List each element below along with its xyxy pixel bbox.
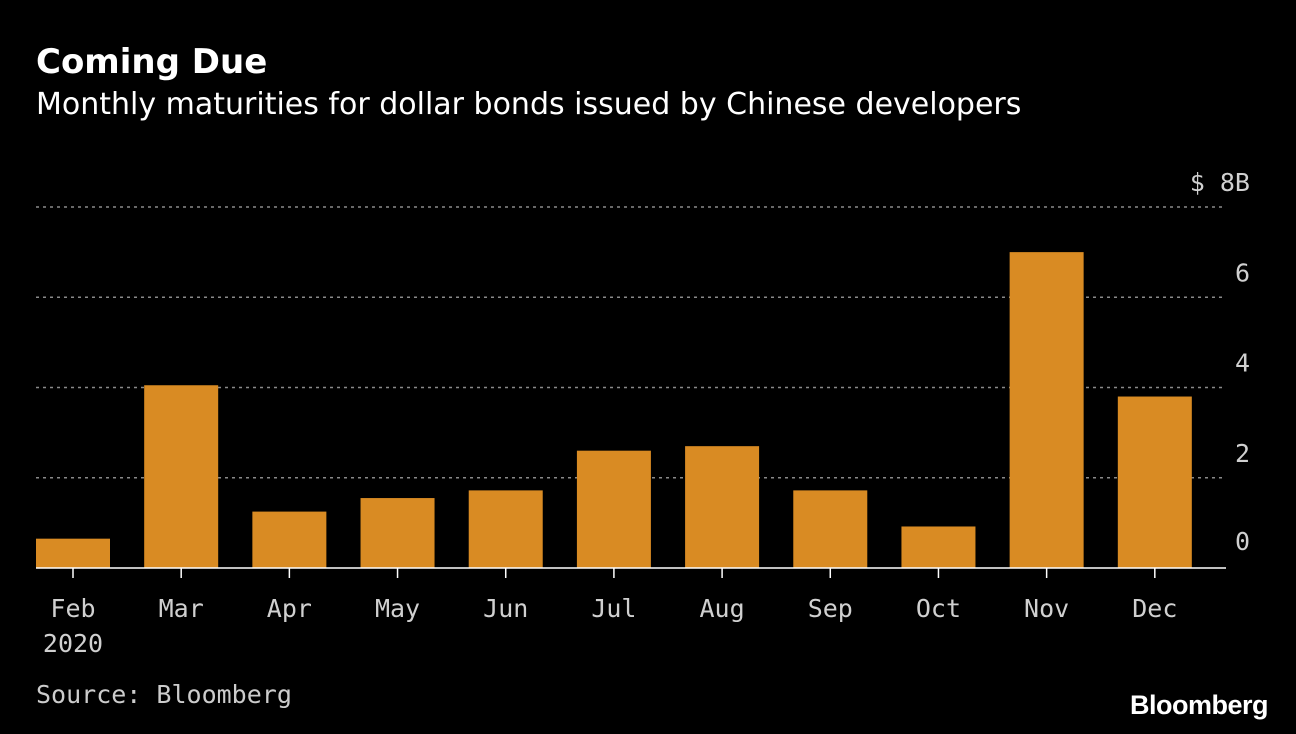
x-tick-label-jul: Jul	[591, 594, 636, 623]
chart-title: Coming Due	[36, 42, 268, 82]
bar-apr	[252, 511, 327, 568]
bar-sep	[793, 490, 868, 568]
bar-oct	[901, 526, 976, 568]
bar-jun	[468, 490, 543, 568]
bar-may	[360, 498, 435, 568]
bar-dec	[1117, 396, 1192, 568]
x-tick-label-sep: Sep	[808, 594, 853, 623]
x-tick-label-nov: Nov	[1024, 594, 1069, 623]
x-tick-label-mar: Mar	[159, 594, 204, 623]
bar-aug	[685, 446, 760, 568]
y-tick-label-4: 4	[1235, 349, 1250, 378]
source-note: Source: Bloomberg	[36, 680, 292, 709]
bar-mar	[144, 385, 219, 568]
x-tick-label-dec: Dec	[1132, 594, 1177, 623]
x-tick-label-jun: Jun	[483, 594, 528, 623]
x-tick-label-apr: Apr	[267, 594, 312, 623]
y-tick-label-2: 2	[1235, 439, 1250, 468]
y-tick-label-6: 6	[1235, 258, 1250, 287]
x-tick-label-may: May	[375, 594, 420, 623]
bar-feb	[36, 538, 110, 568]
x-tick-label-feb: Feb	[50, 594, 95, 623]
y-tick-label-8: $ 8B	[1190, 168, 1250, 197]
bloomberg-logo: Bloomberg	[1129, 690, 1269, 720]
bar-jul	[576, 450, 651, 568]
bars	[36, 252, 1192, 568]
chart-subtitle: Monthly maturities for dollar bonds issu…	[36, 87, 1022, 122]
bar-nov	[1009, 252, 1084, 568]
y-axis-ticks: 0 2 4 6 $ 8B	[1190, 168, 1250, 556]
y-tick-label-0: 0	[1235, 527, 1250, 556]
x-tick-sublabel-year: 2020	[43, 629, 103, 658]
x-tick-label-oct: Oct	[916, 594, 961, 623]
x-tick-label-aug: Aug	[700, 594, 745, 623]
x-axis-ticks: Feb 2020 Mar Apr May Jun Jul Aug Sep Oct Nov Dec	[43, 568, 1177, 658]
